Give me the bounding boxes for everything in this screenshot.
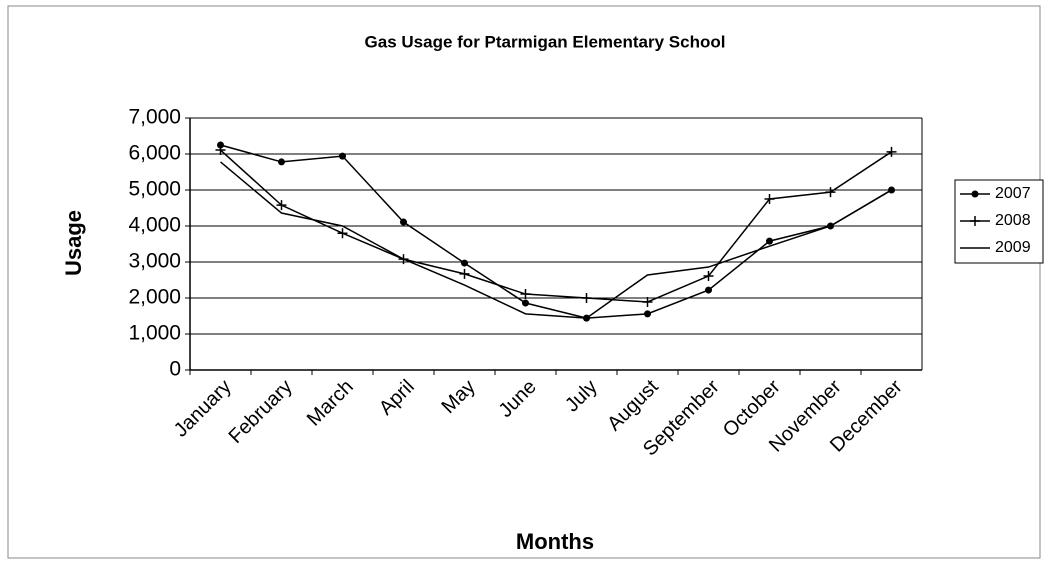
y-axis-label: Usage bbox=[61, 210, 86, 276]
point bbox=[217, 141, 224, 149]
y-tick-label: 6,000 bbox=[128, 142, 181, 165]
legend-marker bbox=[971, 190, 979, 198]
point bbox=[642, 296, 653, 307]
series-line bbox=[220, 144, 892, 319]
point bbox=[339, 152, 346, 160]
point bbox=[278, 158, 285, 166]
y-tick-label: 2,000 bbox=[128, 286, 181, 309]
point bbox=[461, 259, 468, 267]
y-tick-label: 4,000 bbox=[128, 214, 181, 237]
point bbox=[459, 268, 470, 279]
series bbox=[215, 145, 897, 307]
legend-label: 2008 bbox=[995, 212, 1031, 229]
point bbox=[764, 194, 775, 204]
plot-area bbox=[190, 118, 922, 370]
point bbox=[520, 289, 531, 300]
y-tick-label: 3,000 bbox=[128, 250, 181, 273]
point bbox=[766, 237, 773, 245]
point bbox=[644, 310, 651, 318]
series-line bbox=[219, 149, 892, 303]
legend-label: 2009 bbox=[995, 239, 1031, 256]
point bbox=[215, 145, 226, 156]
x-axis-label: Months bbox=[516, 529, 594, 554]
point bbox=[337, 228, 348, 239]
point bbox=[886, 146, 897, 157]
y-tick-label: 1,000 bbox=[128, 322, 181, 345]
point bbox=[705, 286, 712, 294]
legend-label: 2007 bbox=[995, 185, 1031, 202]
point bbox=[825, 187, 836, 198]
legend-marker bbox=[970, 216, 980, 226]
series bbox=[220, 161, 892, 319]
y-tick-label: 0 bbox=[169, 358, 181, 381]
chart-title: Gas Usage for Ptarmigan Elementary Schoo… bbox=[365, 32, 726, 51]
point bbox=[703, 271, 714, 282]
series-line bbox=[220, 161, 892, 319]
point bbox=[522, 299, 529, 307]
point bbox=[581, 293, 592, 303]
point bbox=[276, 200, 287, 211]
y-tick-label: 5,000 bbox=[128, 178, 181, 201]
y-tick-label: 7,000 bbox=[128, 106, 181, 129]
point bbox=[400, 218, 407, 226]
